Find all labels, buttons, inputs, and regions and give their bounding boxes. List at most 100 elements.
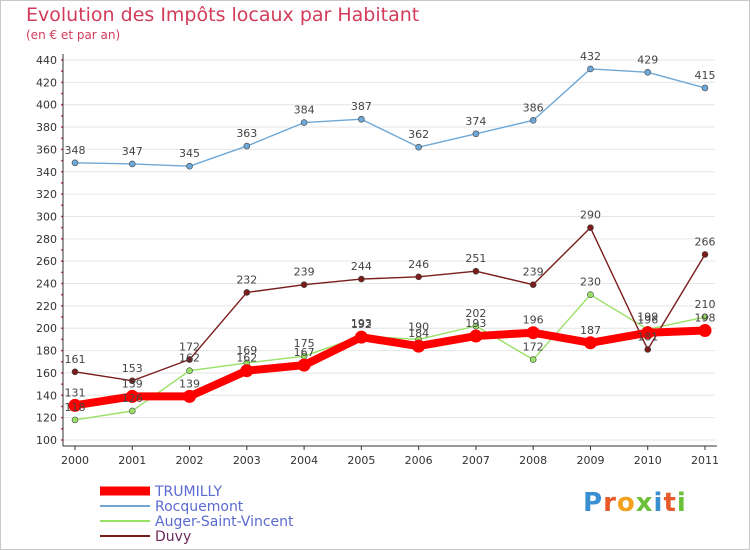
x-tick-label: 2000	[61, 454, 89, 467]
y-minor-tick	[61, 349, 63, 352]
y-minor-tick	[61, 271, 63, 274]
data-label-rocquemont: 432	[580, 50, 601, 63]
data-label-duvy: 161	[65, 353, 86, 366]
grid-layer	[63, 59, 715, 441]
data-label-trumilly: 139	[122, 377, 143, 390]
y-tick-label: 120	[36, 412, 57, 425]
data-label-rocquemont: 384	[294, 104, 315, 117]
data-point-duvy	[300, 281, 308, 288]
data-point-duvy	[587, 224, 594, 231]
data-label-rocquemont: 387	[351, 100, 372, 113]
data-point-auger-saint-vincent	[472, 322, 480, 330]
logo-letter: i	[676, 488, 687, 518]
data-label-duvy: 290	[580, 209, 601, 222]
y-minor-tick	[61, 282, 63, 285]
data-point-rocquemont	[128, 160, 136, 168]
data-point-trumilly	[698, 323, 712, 337]
y-minor-tick	[61, 327, 63, 330]
data-point-rocquemont	[243, 142, 251, 150]
data-label-auger-saint-vincent: 118	[65, 401, 86, 414]
y-tick-label: 380	[36, 121, 57, 134]
series-line-duvy	[74, 226, 706, 382]
chart-title: Evolution des Impôts locaux par Habitant	[26, 4, 420, 26]
y-minor-tick	[61, 137, 63, 140]
data-point-trumilly	[412, 339, 426, 353]
y-tick-label: 100	[36, 434, 57, 447]
data-point-duvy	[128, 377, 136, 385]
y-tick-label: 420	[36, 76, 57, 89]
y-minor-tick	[61, 316, 63, 318]
x-tick-label: 2010	[634, 454, 662, 467]
y-tick-label: 440	[36, 54, 57, 67]
data-point-rocquemont	[529, 117, 537, 124]
y-minor-tick	[61, 383, 63, 386]
data-label-trumilly: 167	[294, 346, 315, 359]
data-point-duvy	[186, 356, 193, 363]
logo-letter: o	[616, 488, 636, 518]
data-label-auger-saint-vincent: 175	[294, 337, 315, 350]
data-point-rocquemont	[186, 162, 193, 170]
data-point-duvy	[472, 267, 480, 275]
y-minor-tick	[61, 81, 63, 84]
logo-letter: x	[635, 488, 654, 518]
chart-subtitle: (en € et par an)	[26, 28, 121, 42]
data-label-rocquemont: 348	[65, 144, 86, 157]
y-minor-tick	[61, 92, 63, 95]
x-tick-label: 2006	[405, 454, 433, 467]
data-point-duvy	[529, 281, 537, 288]
data-point-duvy	[243, 289, 251, 296]
logo-letter: P	[583, 488, 604, 518]
y-tick-label: 160	[36, 367, 57, 380]
data-point-rocquemont	[472, 130, 480, 138]
data-label-auger-saint-vincent: 193	[351, 317, 372, 330]
y-minor-tick	[61, 204, 63, 207]
y-tick-label: 220	[36, 300, 57, 313]
data-point-trumilly	[526, 326, 540, 340]
data-label-rocquemont: 363	[236, 127, 257, 140]
data-label-auger-saint-vincent: 230	[580, 276, 601, 289]
data-label-duvy: 172	[179, 341, 200, 354]
data-label-rocquemont: 429	[637, 53, 658, 66]
y-tick-label: 340	[36, 166, 57, 179]
data-point-rocquemont	[71, 159, 79, 167]
y-minor-tick	[61, 427, 63, 430]
y-tick-label: 400	[36, 99, 57, 112]
data-label-trumilly: 187	[580, 324, 601, 337]
data-label-trumilly: 131	[65, 386, 86, 399]
data-point-trumilly	[641, 326, 655, 340]
y-minor-tick	[61, 405, 63, 408]
x-tick-label: 2008	[519, 454, 547, 467]
data-point-trumilly	[297, 358, 311, 372]
y-tick-label: 140	[36, 389, 57, 402]
data-label-duvy: 251	[465, 252, 486, 265]
data-point-auger-saint-vincent	[128, 407, 136, 415]
data-label-rocquemont: 345	[179, 147, 200, 160]
data-label-duvy: 244	[351, 260, 372, 273]
data-label-layer: 348 347 345 363 384 387 362 374 386 432 429 415 118 1…	[65, 50, 716, 414]
y-minor-tick	[61, 260, 63, 263]
data-label-auger-saint-vincent: 172	[523, 341, 544, 354]
data-label-rocquemont: 362	[408, 128, 429, 141]
data-point-trumilly	[583, 336, 597, 350]
data-point-trumilly	[125, 389, 139, 403]
data-point-duvy	[71, 368, 79, 376]
y-minor-tick	[61, 439, 63, 441]
x-tick-label: 2004	[290, 454, 318, 467]
series-layer	[68, 65, 712, 424]
data-label-auger-saint-vincent: 190	[408, 320, 429, 333]
y-minor-tick	[61, 59, 63, 61]
data-label-duvy: 239	[294, 266, 315, 279]
data-label-trumilly: 192	[351, 318, 372, 331]
data-label-trumilly: 196	[523, 314, 544, 327]
data-label-rocquemont: 374	[465, 115, 486, 128]
y-minor-tick	[61, 215, 63, 218]
data-point-auger-saint-vincent	[529, 356, 537, 363]
legend: TRUMILLYRocquemontAuger-Saint-VincentDuv…	[100, 484, 294, 545]
data-point-rocquemont	[701, 84, 709, 92]
data-point-trumilly	[240, 364, 254, 378]
y-tick-label: 200	[36, 322, 57, 335]
y-minor-tick	[61, 170, 63, 173]
data-label-auger-saint-vincent: 199	[637, 310, 658, 323]
data-label-auger-saint-vincent: 126	[122, 392, 143, 405]
